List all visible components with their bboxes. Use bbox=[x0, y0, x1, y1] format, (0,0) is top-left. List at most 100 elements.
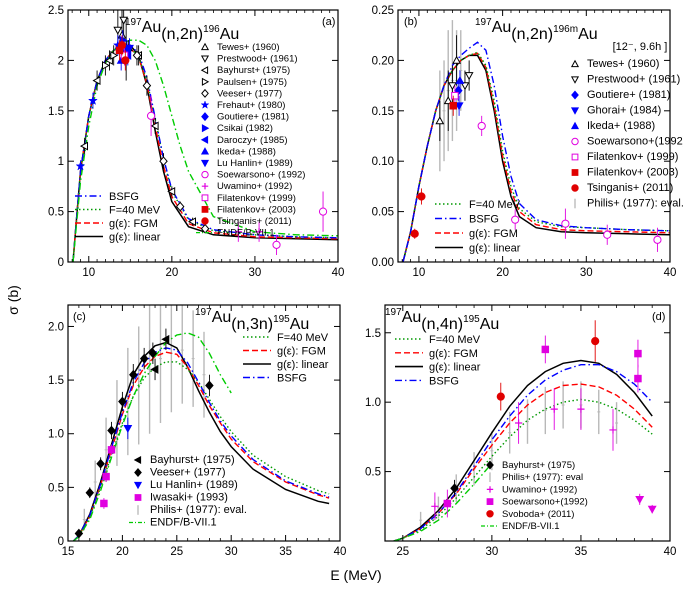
y-tick-label: 0.10 bbox=[372, 156, 394, 168]
data-point bbox=[272, 240, 281, 249]
data-point bbox=[447, 82, 457, 91]
y-tick-label: 2 bbox=[58, 55, 64, 67]
legend-marker bbox=[486, 510, 494, 518]
data-point bbox=[450, 483, 459, 494]
data-point bbox=[118, 396, 127, 407]
panel-tag: (b) bbox=[404, 16, 417, 28]
legend-curve-label: F=40 MeV bbox=[277, 332, 329, 344]
legend-curve-label: BSFG bbox=[429, 375, 459, 387]
title-reaction: (n,3n) bbox=[231, 316, 273, 333]
data-point bbox=[634, 349, 642, 358]
data-point bbox=[148, 348, 158, 359]
legend-marker bbox=[486, 486, 494, 493]
legend-curve-label: g(ε): FGM bbox=[469, 228, 518, 240]
legend-label: Philis+ (1977): eval bbox=[502, 472, 583, 483]
y-tick-label: 1.5 bbox=[48, 106, 64, 118]
title-mass-in: 197 bbox=[125, 17, 142, 28]
data-point bbox=[119, 16, 129, 25]
legend-label: Filatenkov+ (2003) bbox=[587, 167, 678, 179]
data-point bbox=[75, 160, 86, 171]
y-tick-label: 0.15 bbox=[372, 106, 394, 118]
legend-label: Veeser+ (1977) bbox=[217, 88, 282, 99]
data-point bbox=[125, 44, 134, 53]
legend-marker bbox=[201, 217, 209, 225]
data-point bbox=[603, 230, 612, 239]
panel-tag: (c) bbox=[73, 311, 86, 323]
plot-content bbox=[393, 320, 657, 541]
legend-label: Philis+ (1977): eval. bbox=[587, 198, 683, 210]
title-element: Au bbox=[402, 309, 422, 326]
data-point bbox=[443, 96, 453, 105]
x-tick-label: 25 bbox=[396, 546, 409, 558]
title-mass-out: 196m bbox=[553, 24, 578, 35]
data-point bbox=[451, 91, 459, 100]
legend-curve-label: g(ε): FGM bbox=[109, 218, 158, 230]
data-point bbox=[139, 353, 149, 364]
y-tick-label: 0.20 bbox=[372, 55, 394, 67]
y-tick-label: 1.0 bbox=[48, 429, 64, 441]
series-line bbox=[402, 52, 670, 262]
title-mass-in: 197 bbox=[195, 307, 212, 318]
legend-marker bbox=[200, 159, 210, 168]
panel-tag: (a) bbox=[322, 16, 335, 28]
series-line bbox=[402, 41, 670, 262]
data-point bbox=[464, 72, 474, 81]
legend-marker bbox=[570, 121, 580, 130]
legend-marker bbox=[571, 90, 579, 100]
data-point bbox=[452, 55, 462, 64]
data-point bbox=[443, 499, 452, 508]
title-reaction: (n,2n) bbox=[161, 26, 203, 43]
legend-label: Soewarsono+ (1992) bbox=[217, 170, 305, 181]
data-point bbox=[187, 217, 196, 227]
legend-label: Tewes+ (1960) bbox=[217, 42, 280, 53]
title-reaction: (n,2n) bbox=[511, 26, 553, 43]
plot-content bbox=[72, 305, 330, 541]
legend-marker bbox=[201, 77, 210, 86]
legend-marker bbox=[201, 88, 209, 98]
legend-label: Philis+ (1977): eval. bbox=[150, 504, 247, 516]
data-point bbox=[100, 499, 108, 508]
data-point bbox=[161, 334, 170, 344]
data-point bbox=[123, 425, 133, 434]
title-reaction: (n,4n) bbox=[421, 316, 463, 333]
legend-label: Ghorai+ (1984) bbox=[587, 105, 661, 117]
y-tick-label: 0.05 bbox=[372, 207, 394, 219]
legend-label: Filatenkov+ (2003) bbox=[217, 204, 296, 215]
legend-label: Uwamino+ (1992) bbox=[217, 181, 292, 192]
data-point bbox=[477, 121, 486, 131]
data-point bbox=[102, 60, 111, 70]
legend-label: Tsinganis+ (2011) bbox=[587, 182, 673, 194]
legend-curve-label: F=40 MeV bbox=[429, 334, 481, 346]
legend-marker bbox=[201, 124, 210, 133]
data-point bbox=[79, 141, 88, 151]
legend-curve-label: g(ε): linear bbox=[429, 362, 481, 374]
panel-title: 197Au(n,3n)195Au bbox=[195, 307, 309, 333]
panel-tag: (d) bbox=[652, 311, 665, 323]
data-point bbox=[435, 116, 445, 125]
legend-curve-label: g(ε): FGM bbox=[429, 348, 478, 360]
data-point bbox=[142, 80, 152, 91]
legend-label: Filatenkov+ (1999) bbox=[217, 193, 296, 204]
legend-label: Soewarsono+(1992) bbox=[587, 136, 683, 148]
data-point bbox=[460, 82, 470, 91]
legend-label: Lu Hanlin+ (1989) bbox=[217, 158, 293, 169]
x-tick-label: 35 bbox=[575, 546, 588, 558]
legend-label: Soewarsono+(1992) bbox=[502, 497, 588, 508]
legend-marker bbox=[134, 468, 142, 477]
legend-label: Tewes+ (1960) bbox=[587, 58, 659, 70]
data-point bbox=[635, 496, 645, 505]
data-point bbox=[496, 392, 505, 401]
legend-marker bbox=[570, 59, 580, 68]
data-point bbox=[417, 192, 426, 201]
legend-marker bbox=[571, 184, 579, 192]
legend-label: ENDF/B-VII.1 bbox=[150, 517, 217, 529]
data-point bbox=[234, 228, 242, 236]
title-mass-in: 197 bbox=[385, 307, 402, 318]
series-line bbox=[402, 51, 670, 262]
panel-b: 10 20 30 400.000.050.100.150.200.25197Au(n,… bbox=[372, 5, 683, 279]
data-point bbox=[87, 95, 98, 106]
series-line bbox=[72, 361, 330, 541]
data-point bbox=[150, 364, 159, 374]
plot-frame bbox=[67, 9, 339, 263]
x-tick-label: 15 bbox=[62, 546, 75, 558]
